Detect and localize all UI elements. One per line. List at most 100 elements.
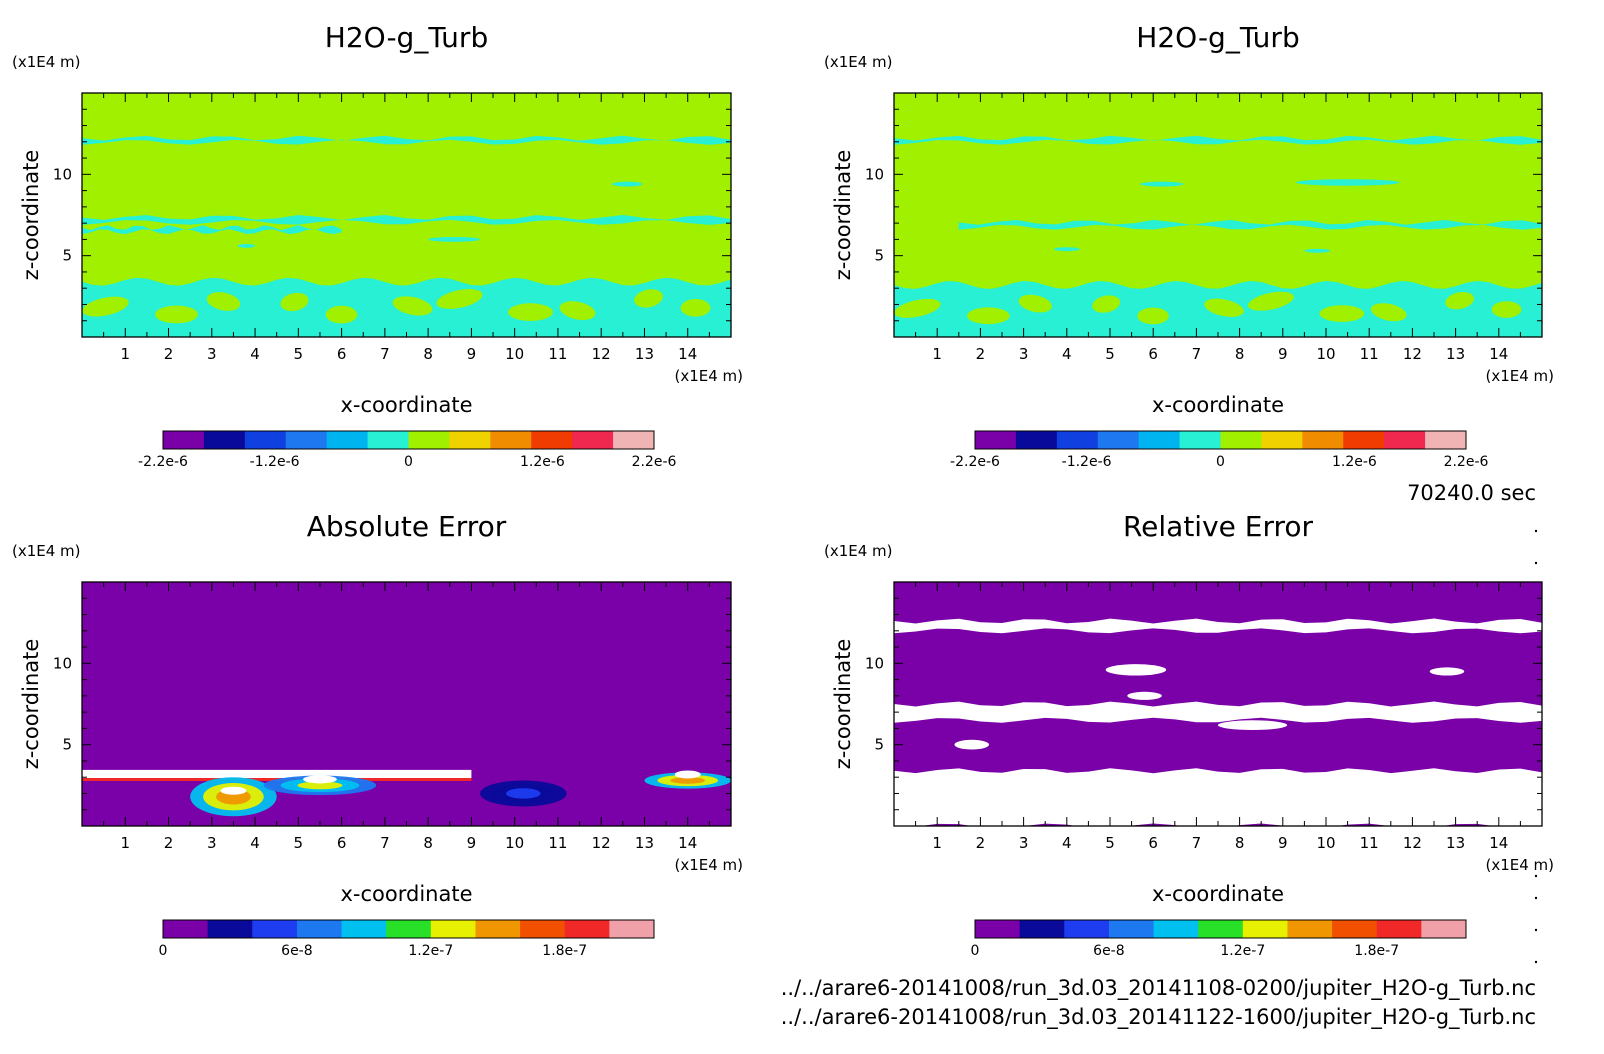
colorbar-swatch (564, 920, 610, 938)
colorbar-label: 0 (159, 943, 168, 959)
x-tick-label: 3 (207, 345, 217, 363)
turbulent-swirl (1204, 298, 1244, 317)
colorbar-label: 6e-8 (1093, 943, 1124, 959)
y-unit-label: (x1E4 m) (824, 53, 893, 71)
x-unit-label: (x1E4 m) (674, 367, 743, 385)
relative-error-gap (894, 618, 1542, 634)
colorbar-swatch (975, 431, 1017, 449)
x-tick-label: 6 (337, 345, 347, 363)
heatmap-patch (1295, 179, 1400, 186)
colorbar-label: 0 (404, 454, 413, 470)
heatmap-field (894, 582, 1542, 826)
colorbar-label: -1.2e-6 (250, 454, 300, 470)
file-path-1: ../../arare6-20141008/run_3d.03_20141108… (781, 976, 1536, 1001)
colorbar-swatch (572, 431, 614, 449)
turbulent-swirl (1319, 305, 1365, 322)
x-tick-label: 7 (380, 834, 390, 852)
colorbar-label: 1.8e-7 (542, 943, 587, 959)
x-tick-label: 8 (1235, 345, 1245, 363)
x-tick-label: 14 (678, 345, 697, 363)
heatmap-band (894, 135, 1542, 145)
turbulent-swirl (325, 305, 358, 324)
x-axis-label: x-coordinate (340, 882, 472, 906)
y-axis-label: z-coordinate (19, 639, 43, 770)
heatmap-patch (612, 181, 643, 187)
x-tick-label: 13 (1446, 834, 1465, 852)
colorbar-swatch (1302, 431, 1344, 449)
colorbar-label: 0 (1216, 454, 1225, 470)
x-tick-label: 5 (1105, 834, 1115, 852)
error-hotspot-core (674, 770, 701, 779)
x-tick-label: 6 (337, 834, 347, 852)
relative-error-gap (894, 768, 1542, 826)
colorbar-swatch (1015, 431, 1058, 449)
x-tick-label: 14 (678, 834, 697, 852)
colorbar-label: -2.2e-6 (950, 454, 1000, 470)
x-tick-label: 10 (1316, 834, 1335, 852)
colorbar-swatch (475, 920, 521, 938)
heatmap-background (82, 582, 731, 826)
turbulent-swirl (1370, 303, 1407, 322)
colorbar-label: -1.2e-6 (1062, 454, 1112, 470)
colorbar: -2.2e-6 -1.2e-6 0 1.2e-6 2.2e-6 (950, 430, 1489, 470)
x-tick-label: 11 (1360, 345, 1379, 363)
colorbar-swatch (1376, 920, 1422, 938)
colorbar-swatch (1287, 920, 1333, 938)
colorbar-swatch (613, 431, 655, 449)
relative-error-gap (1218, 720, 1288, 731)
colorbar-swatch (326, 431, 369, 449)
x-tick-label: 9 (1278, 834, 1288, 852)
x-tick-label: 3 (1019, 834, 1029, 852)
file-path-2: ../../arare6-20141008/run_3d.03_20141122… (781, 1005, 1536, 1030)
colorbar: 0 6e-8 1.2e-7 1.8e-7 (971, 919, 1467, 959)
x-tick-label: 5 (294, 345, 304, 363)
colorbar-frame (974, 430, 1467, 450)
x-axis-label: x-coordinate (1152, 393, 1284, 417)
heatmap-field (82, 582, 731, 826)
x-unit-label: (x1E4 m) (1485, 856, 1554, 874)
colorbar-swatch (975, 920, 1021, 938)
x-tick-label: 6 (1148, 345, 1158, 363)
colorbar-swatch (490, 431, 532, 449)
x-tick-label: 9 (467, 834, 477, 852)
heatmap-field (894, 93, 1542, 337)
colorbar-label: 1.2e-6 (520, 454, 565, 470)
chart-title: Relative Error (1123, 510, 1314, 543)
x-tick-label: 12 (1403, 345, 1422, 363)
turbulent-swirl (392, 296, 433, 316)
x-tick-label: 4 (1062, 834, 1072, 852)
colorbar-swatch (430, 920, 476, 938)
error-hotspot (670, 777, 706, 784)
x-tick-label: 1 (932, 345, 942, 363)
heatmap-field (82, 93, 731, 337)
colorbar-swatch (1384, 431, 1426, 449)
turbulent-swirl (1491, 301, 1522, 318)
decorative-dots (1534, 529, 1538, 964)
colorbar-label: 1.2e-7 (408, 943, 453, 959)
x-tick-label: 8 (423, 834, 433, 852)
colorbar-swatch (341, 920, 387, 938)
x-tick-label: 12 (592, 834, 611, 852)
error-hotspot (297, 781, 343, 790)
x-axis-label: x-coordinate (1152, 882, 1284, 906)
colorbar-swatch (1332, 920, 1378, 938)
turbulent-swirl (894, 298, 941, 318)
x-tick-label: 4 (250, 345, 260, 363)
colorbar-swatch (1242, 920, 1288, 938)
heatmap-patch (1140, 181, 1184, 187)
colorbar-swatch (1064, 920, 1110, 938)
x-tick-label: 13 (1446, 345, 1465, 363)
colorbar-label: -2.2e-6 (138, 454, 188, 470)
y-unit-label: (x1E4 m) (12, 53, 81, 71)
error-hotspot-core (303, 775, 337, 784)
y-tick-label: 5 (874, 247, 884, 265)
x-tick-label: 4 (250, 834, 260, 852)
colorbar-swatch (1421, 920, 1467, 938)
x-tick-label: 2 (976, 345, 986, 363)
x-tick-label: 12 (1403, 834, 1422, 852)
turbulent-swirl (1247, 291, 1294, 311)
heatmap-band (958, 219, 1542, 230)
chart-panel-bottom-left: Absolute Error(x1E4 m)1 2 3 4 5 6 7 8 9 10 11 12 13 1… (12, 510, 743, 959)
y-tick-label: 5 (874, 736, 884, 754)
x-tick-label: 2 (976, 834, 986, 852)
